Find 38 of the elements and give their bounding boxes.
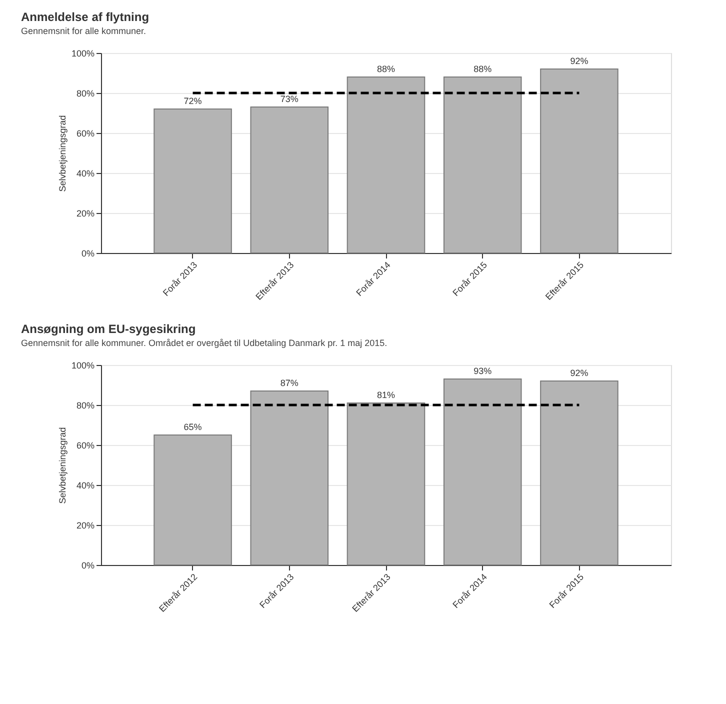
data-label: 88% [474, 64, 492, 74]
y-tick-label: 0% [81, 560, 94, 570]
data-label: 72% [184, 96, 202, 106]
bar [443, 378, 522, 566]
y-tick-label: 60% [76, 440, 94, 450]
chart-subtitle: Gennemsnit for alle kommuner. [21, 26, 146, 36]
chart-subtitle: Gennemsnit for alle kommuner. Området er overgået til Udbetaling Danmark pr. 1 maj 2015. [21, 338, 388, 348]
bar [540, 68, 618, 254]
data-label: 81% [376, 390, 396, 400]
y-tick-label: 100% [71, 48, 94, 58]
data-label: 73% [280, 94, 298, 104]
data-label: 92% [570, 56, 588, 66]
chart-title: Ansøgning om EU-sygesikring [21, 322, 196, 336]
bar [154, 108, 232, 254]
y-axis-title: Selvbetjeningsgrad [57, 115, 68, 192]
data-label: 65% [184, 422, 202, 432]
y-tick-label: 20% [76, 520, 94, 530]
data-label: 92% [570, 368, 588, 378]
bar [250, 106, 329, 254]
y-tick-label: 0% [81, 248, 94, 258]
y-axis-title: Selvbetjeningsgrad [57, 427, 68, 504]
bar [443, 76, 522, 254]
y-tick-label: 60% [76, 128, 94, 138]
data-label: 87% [280, 378, 298, 388]
y-tick-label: 40% [76, 480, 94, 490]
data-label: 88% [376, 64, 396, 74]
bar [540, 380, 618, 566]
bar [250, 390, 329, 566]
bar [154, 434, 232, 566]
y-tick-label: 100% [71, 360, 94, 370]
bar [346, 76, 426, 254]
chart-title: Anmeldelse af flytning [21, 10, 150, 24]
y-tick-label: 40% [76, 168, 94, 178]
data-label: 93% [474, 366, 492, 376]
y-tick-label: 80% [76, 400, 94, 410]
y-tick-label: 20% [76, 208, 94, 218]
y-tick-label: 80% [76, 88, 94, 98]
bar [346, 402, 426, 566]
